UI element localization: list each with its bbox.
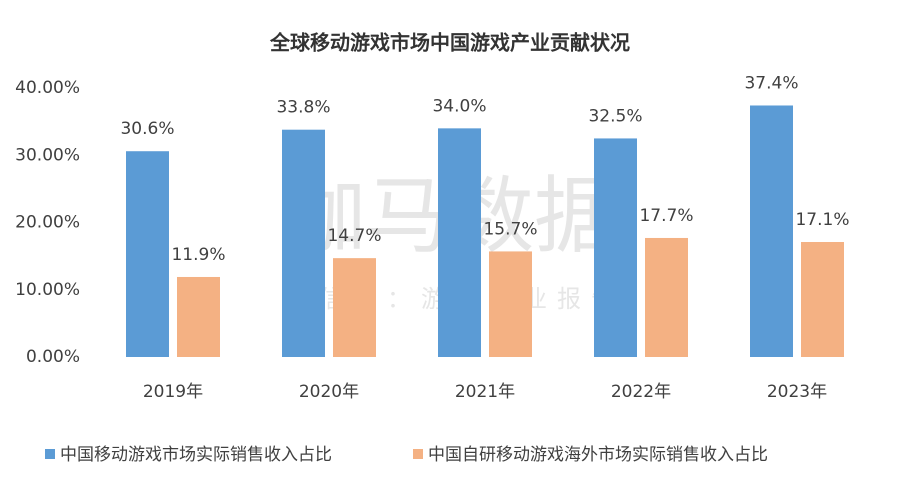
bar bbox=[594, 138, 637, 357]
data-label: 11.9% bbox=[171, 245, 225, 265]
bar bbox=[438, 128, 481, 357]
data-label: 15.7% bbox=[483, 219, 537, 239]
data-label: 14.7% bbox=[327, 226, 381, 246]
y-tick-label: 40.00% bbox=[15, 78, 80, 98]
legend-swatch bbox=[45, 449, 55, 459]
legend-swatch bbox=[413, 449, 423, 459]
bar bbox=[177, 276, 220, 357]
bar bbox=[126, 151, 169, 357]
bar bbox=[333, 258, 376, 357]
x-tick-label: 2019年 bbox=[143, 382, 203, 402]
x-tick-label: 2020年 bbox=[299, 382, 359, 402]
legend-label: 中国自研移动游戏海外市场实际销售收入占比 bbox=[428, 445, 768, 465]
y-tick-label: 0.00% bbox=[26, 347, 80, 367]
y-tick-label: 20.00% bbox=[15, 213, 80, 233]
bar bbox=[489, 251, 532, 357]
data-label: 33.8% bbox=[276, 98, 330, 118]
data-label: 34.0% bbox=[432, 96, 486, 116]
y-tick-label: 10.00% bbox=[15, 280, 80, 300]
bar bbox=[750, 105, 793, 357]
y-tick-label: 30.00% bbox=[15, 145, 80, 165]
legend-label: 中国移动游戏市场实际销售收入占比 bbox=[60, 445, 332, 465]
x-tick-label: 2022年 bbox=[611, 382, 671, 402]
data-label: 17.1% bbox=[795, 210, 849, 230]
bar bbox=[282, 129, 325, 357]
chart-title: 全球移动游戏市场中国游戏产业贡献状况 bbox=[269, 31, 630, 55]
data-label: 17.7% bbox=[639, 206, 693, 226]
bar bbox=[801, 242, 844, 357]
x-tick-label: 2021年 bbox=[455, 382, 515, 402]
bar bbox=[645, 237, 688, 357]
data-label: 32.5% bbox=[588, 106, 642, 126]
data-label: 37.4% bbox=[744, 73, 798, 93]
x-tick-label: 2023年 bbox=[767, 382, 827, 402]
data-label: 30.6% bbox=[120, 119, 174, 139]
